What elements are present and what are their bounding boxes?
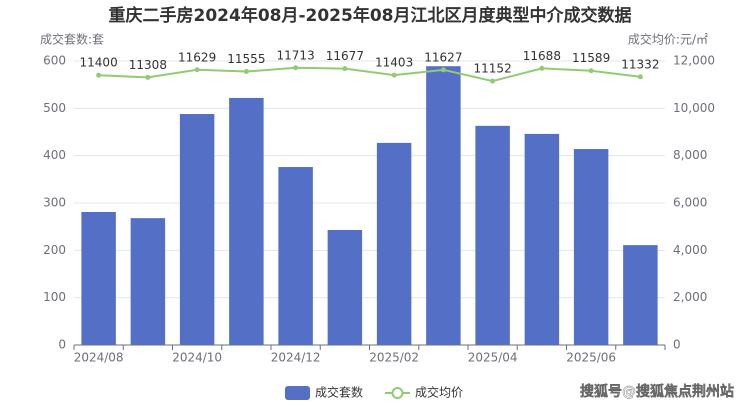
line-point <box>145 74 151 80</box>
data-label: 11400 <box>80 56 118 70</box>
bar <box>229 97 264 345</box>
line-point <box>293 65 299 71</box>
data-label: 11688 <box>523 49 561 63</box>
line-point <box>440 67 446 73</box>
chart-title: 重庆二手房2024年08月-2025年08月江北区月度典型中介成交数据 <box>109 5 632 26</box>
x-tick-label: 2025/02 <box>369 351 419 365</box>
bar <box>327 229 363 345</box>
watermark: 搜狐号@搜狐焦点荆州站 <box>580 383 734 400</box>
y2-tick-label: 4,000 <box>673 243 707 257</box>
y2-axis-title: 成交均价:元/㎡ <box>628 32 708 47</box>
legend-label: 成交套数 <box>315 385 363 400</box>
legend-swatch <box>391 387 404 399</box>
line-point <box>637 74 643 80</box>
y-tick-label: 600 <box>43 54 66 68</box>
data-label: 11629 <box>178 50 216 64</box>
line-point <box>539 65 545 71</box>
y2-tick-label: 12,000 <box>673 54 715 68</box>
bar <box>524 133 560 345</box>
x-tick-label: 2024/10 <box>172 351 222 365</box>
bar <box>278 167 313 345</box>
x-tick-label: 2024/12 <box>271 351 321 365</box>
data-label: 11627 <box>424 50 462 64</box>
x-tick-label: 2025/06 <box>566 351 616 365</box>
y2-tick-label: 6,000 <box>673 196 707 210</box>
line-point <box>391 72 397 78</box>
bar <box>130 218 166 345</box>
line-point <box>588 68 594 74</box>
line-point <box>490 78 496 84</box>
y-tick-label: 500 <box>43 101 66 115</box>
y-tick-label: 300 <box>43 196 66 210</box>
bar <box>573 149 609 345</box>
data-label: 11152 <box>474 62 512 76</box>
y-tick-label: 200 <box>43 243 66 257</box>
data-label: 11589 <box>572 51 610 65</box>
bar <box>81 211 116 345</box>
y-tick-label: 100 <box>43 290 66 304</box>
line-point <box>194 67 200 73</box>
bar <box>179 114 215 345</box>
legend-swatch <box>285 386 310 400</box>
data-label: 11308 <box>129 58 167 72</box>
x-tick-label: 2025/04 <box>468 351 518 365</box>
bar <box>475 125 510 345</box>
x-tick-label: 2024/08 <box>74 351 124 365</box>
data-label: 11332 <box>621 57 659 71</box>
data-label: 11555 <box>227 52 265 66</box>
bar <box>426 66 461 345</box>
y2-tick-label: 10,000 <box>673 101 715 115</box>
legend-label: 成交均价 <box>415 385 463 400</box>
data-label: 11713 <box>277 48 315 62</box>
data-label: 11677 <box>326 49 364 63</box>
line <box>98 66 641 83</box>
line-point <box>96 72 102 78</box>
bar <box>623 245 658 345</box>
y2-tick-label: 0 <box>673 338 681 352</box>
bar <box>376 142 412 345</box>
line-point <box>342 66 348 72</box>
y-axis-title: 成交套数:套 <box>40 32 104 47</box>
y2-tick-label: 2,000 <box>673 290 707 304</box>
y-tick-label: 400 <box>43 148 66 162</box>
y2-tick-label: 8,000 <box>673 148 707 162</box>
line-point <box>243 69 249 75</box>
y-tick-label: 0 <box>58 338 66 352</box>
data-label: 11403 <box>375 56 413 70</box>
